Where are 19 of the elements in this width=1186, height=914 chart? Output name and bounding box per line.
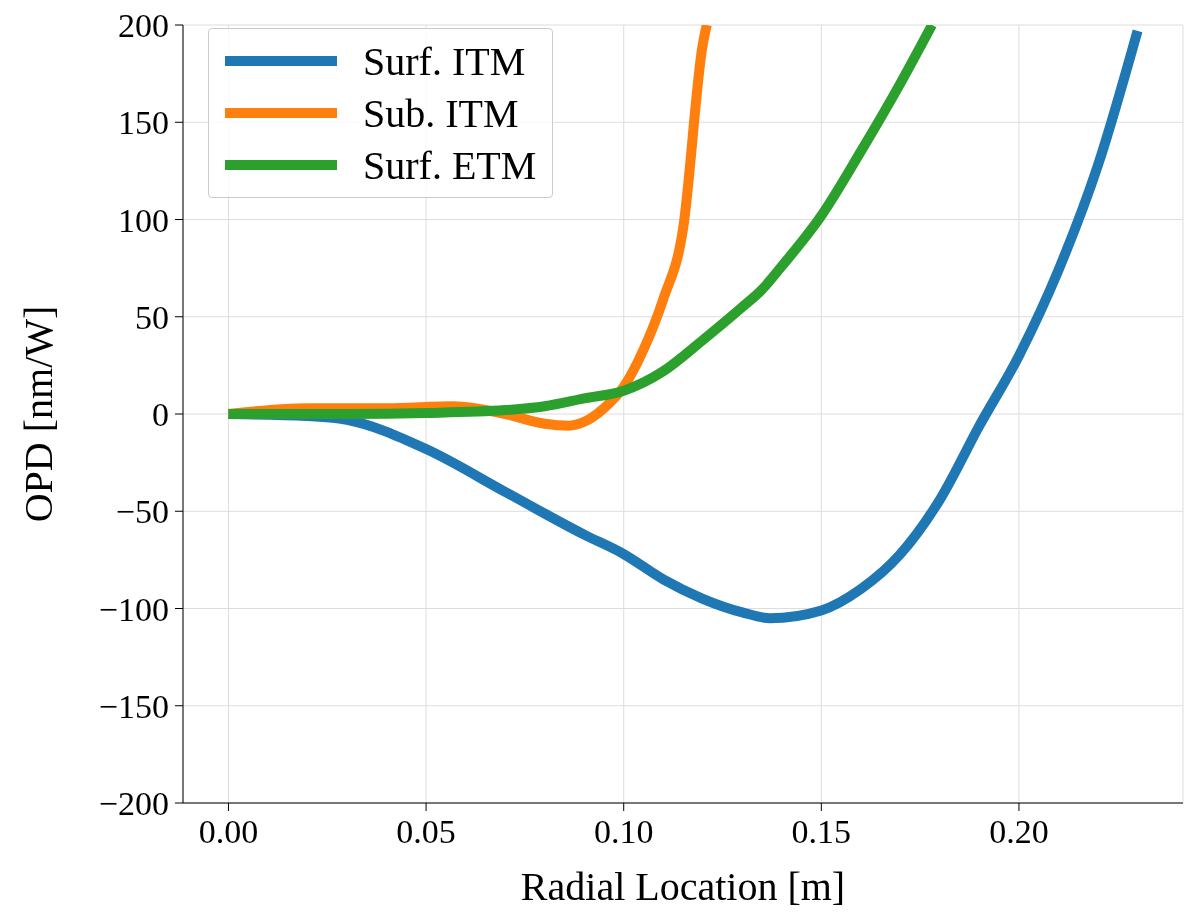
x-tick-label: 0.15 <box>791 813 852 851</box>
y-tick-label: 0 <box>152 396 169 434</box>
x-axis-title: Radial Location [m] <box>520 864 846 909</box>
y-tick-label: −100 <box>98 590 169 628</box>
y-tick-label: −150 <box>98 687 169 725</box>
y-tick-label: 200 <box>118 7 169 45</box>
x-tick-label: 0.20 <box>989 813 1049 851</box>
x-tick-label: 0.00 <box>198 813 259 851</box>
y-tick-label: 50 <box>135 298 169 336</box>
y-axis-title: OPD [nm/W] <box>16 305 62 523</box>
y-tick-label: 100 <box>118 201 169 239</box>
x-tick-label: 0.05 <box>396 813 456 851</box>
legend-label: Surf. ETM <box>363 141 537 189</box>
x-tick-label: 0.10 <box>593 813 654 851</box>
legend-label: Surf. ITM <box>363 37 526 85</box>
y-tick-label: −50 <box>115 493 169 531</box>
y-tick-label: 150 <box>118 104 169 142</box>
y-tick-label: −200 <box>98 785 169 823</box>
legend-label: Sub. ITM <box>363 89 519 137</box>
